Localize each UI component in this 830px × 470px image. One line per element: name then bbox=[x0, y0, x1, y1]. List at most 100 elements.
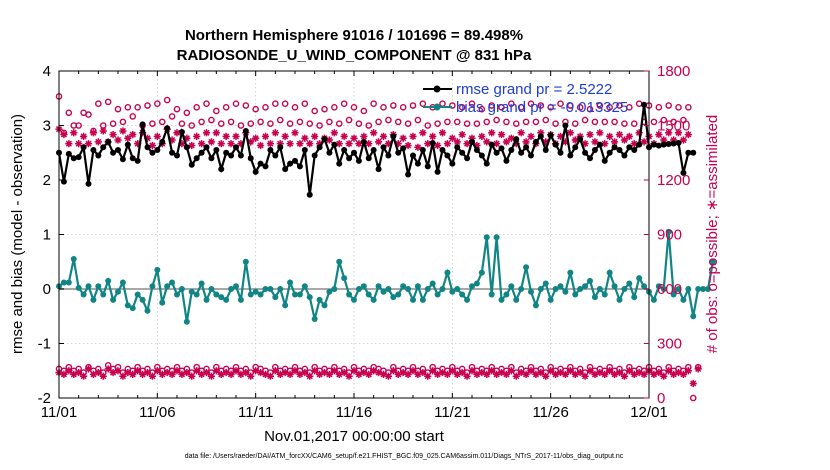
data-point bbox=[365, 155, 372, 162]
data-point bbox=[95, 100, 102, 107]
data-point bbox=[193, 155, 200, 162]
data-point bbox=[488, 367, 496, 375]
data-point bbox=[252, 134, 260, 142]
data-point bbox=[163, 96, 171, 104]
data-point bbox=[675, 139, 682, 146]
data-point bbox=[409, 367, 417, 375]
data-point bbox=[306, 372, 314, 380]
data-point bbox=[311, 315, 318, 322]
data-point bbox=[557, 100, 564, 107]
data-point bbox=[463, 120, 471, 127]
data-point bbox=[577, 286, 584, 292]
data-point bbox=[596, 368, 604, 377]
data-point bbox=[395, 149, 402, 156]
data-point bbox=[636, 141, 643, 148]
data-point bbox=[650, 118, 658, 126]
data-point bbox=[547, 132, 554, 139]
data-point bbox=[208, 116, 215, 124]
data-point bbox=[390, 294, 397, 301]
data-point bbox=[424, 122, 432, 129]
data-point bbox=[75, 368, 83, 377]
data-point bbox=[94, 138, 102, 146]
data-point bbox=[203, 144, 210, 151]
data-point bbox=[694, 365, 702, 373]
data-point bbox=[507, 134, 515, 142]
data-point bbox=[217, 140, 225, 148]
data-point bbox=[70, 256, 77, 263]
data-point bbox=[424, 286, 431, 292]
data-point bbox=[247, 155, 254, 162]
data-point bbox=[532, 118, 540, 126]
data-point bbox=[551, 370, 560, 378]
data-point bbox=[360, 132, 368, 140]
data-point bbox=[316, 296, 323, 303]
data-point bbox=[528, 152, 534, 159]
data-point bbox=[276, 140, 284, 148]
data-point bbox=[129, 113, 137, 120]
data-point bbox=[350, 367, 358, 375]
data-point bbox=[149, 149, 156, 156]
data-point bbox=[414, 116, 422, 124]
data-point bbox=[119, 127, 127, 135]
y-right-tick-label: 900 bbox=[657, 227, 682, 244]
data-point bbox=[611, 118, 618, 126]
data-point bbox=[385, 116, 392, 124]
data-point bbox=[483, 234, 490, 241]
data-point bbox=[326, 288, 333, 295]
data-point bbox=[660, 136, 668, 144]
data-point bbox=[434, 291, 441, 298]
data-point bbox=[443, 140, 452, 148]
x-tick-label: 11/06 bbox=[139, 404, 175, 421]
data-point bbox=[389, 367, 397, 375]
data-point bbox=[685, 149, 692, 156]
data-point bbox=[345, 372, 353, 380]
data-point bbox=[207, 372, 216, 380]
data-point bbox=[576, 368, 584, 377]
data-point bbox=[478, 132, 486, 140]
data-point bbox=[370, 100, 377, 107]
data-point bbox=[601, 157, 608, 164]
data-point bbox=[315, 140, 324, 148]
data-point bbox=[695, 286, 702, 292]
data-point bbox=[340, 368, 348, 377]
data-point bbox=[153, 132, 161, 140]
data-point bbox=[286, 140, 294, 148]
data-point bbox=[606, 269, 613, 276]
data-point bbox=[154, 100, 161, 107]
data-point bbox=[325, 370, 334, 378]
data-point bbox=[404, 141, 412, 150]
data-point bbox=[410, 296, 416, 303]
data-point bbox=[95, 152, 102, 159]
data-point bbox=[346, 291, 353, 298]
data-point bbox=[227, 118, 235, 126]
series-possible bbox=[55, 93, 692, 137]
data-point bbox=[459, 291, 466, 298]
data-point bbox=[596, 102, 604, 109]
data-point bbox=[384, 372, 393, 380]
data-point bbox=[281, 368, 289, 377]
data-point bbox=[626, 104, 633, 111]
series-rmse bbox=[56, 101, 697, 198]
data-point bbox=[228, 152, 235, 159]
data-point bbox=[331, 141, 338, 148]
data-point bbox=[567, 152, 574, 159]
data-point bbox=[626, 144, 633, 151]
data-point bbox=[513, 296, 520, 303]
data-point bbox=[557, 149, 564, 156]
data-point bbox=[301, 134, 309, 142]
data-point bbox=[85, 283, 92, 290]
data-point bbox=[404, 370, 412, 378]
data-point bbox=[114, 105, 122, 113]
data-point bbox=[99, 372, 107, 380]
data-point bbox=[606, 367, 614, 375]
data-point bbox=[267, 147, 274, 154]
data-point bbox=[453, 138, 461, 146]
data-point bbox=[89, 129, 98, 137]
data-point bbox=[154, 266, 161, 273]
data-point bbox=[168, 370, 176, 378]
data-point bbox=[606, 149, 613, 156]
data-point bbox=[571, 136, 579, 144]
series-layer bbox=[55, 93, 716, 402]
data-point bbox=[434, 168, 441, 175]
data-point bbox=[134, 140, 142, 148]
